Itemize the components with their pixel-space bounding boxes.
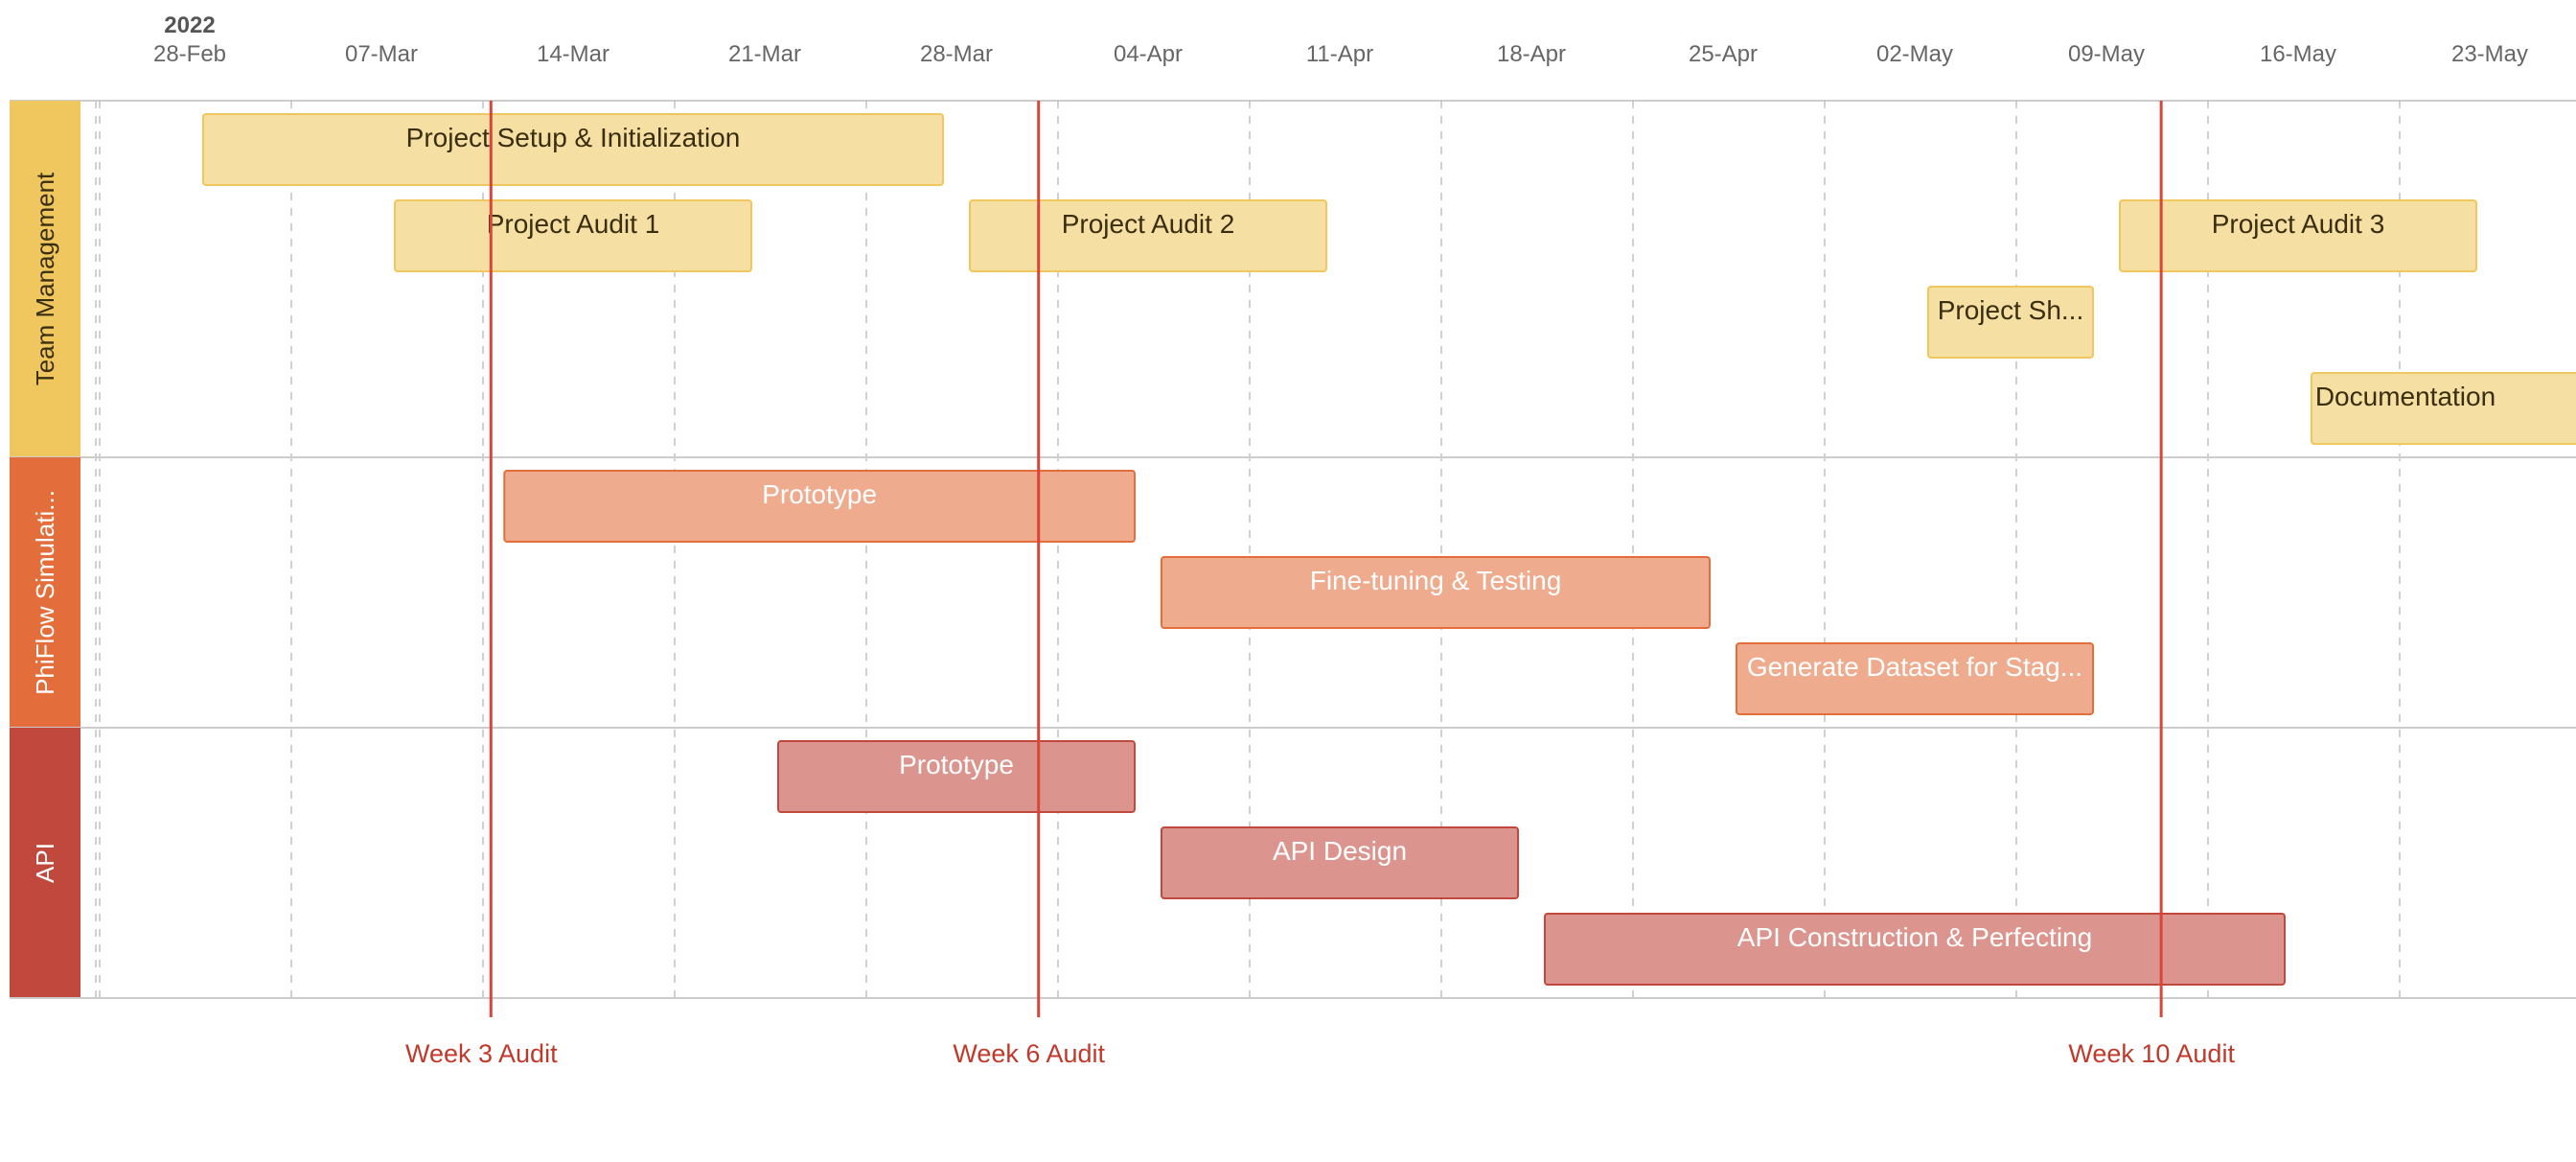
task-label: Documentation — [2315, 382, 2496, 411]
task-bar-rect[interactable] — [503, 470, 1136, 543]
milestones: Week 3 Audit Week 6 Audit Week 10 Audit — [405, 101, 2235, 1068]
task-label: Prototype — [899, 750, 1014, 779]
task-bar-rect[interactable] — [1161, 826, 1519, 899]
x-tick-label: 02-May — [1876, 41, 1953, 67]
task-label: Project Audit 2 — [1062, 209, 1235, 239]
group-label: PhiFlow Simulati... — [31, 490, 59, 695]
task-bar-rect[interactable] — [1927, 286, 2094, 359]
group-band — [10, 728, 80, 998]
task-bar-rect[interactable] — [777, 740, 1136, 813]
x-tick-label: 23-May — [2451, 41, 2528, 67]
task-bar[interactable]: Prototype — [503, 470, 1136, 543]
task-bar[interactable]: Project Setup & Initialization — [202, 113, 944, 186]
task-bar[interactable]: Generate Dataset for Stag... — [1736, 642, 2094, 715]
year-label: 2022 — [164, 12, 215, 38]
task-bar-rect[interactable] — [2119, 199, 2477, 272]
grid-layer — [95, 101, 2401, 998]
task-bars: Project Setup & Initialization Project Au… — [202, 113, 2576, 986]
task-bar-rect[interactable] — [2311, 372, 2576, 445]
task-label: Fine-tuning & Testing — [1310, 566, 1562, 595]
x-tick-label: 28-Feb — [153, 41, 226, 67]
task-bar[interactable]: Project Audit 1 — [394, 199, 752, 272]
task-bar[interactable]: Project Audit 3 — [2119, 199, 2477, 272]
x-tick-label: 07-Mar — [345, 41, 418, 67]
task-bar-rect[interactable] — [1544, 913, 2286, 986]
group-bands: Team Management PhiFlow Simulati... API — [10, 100, 2576, 999]
x-tick-label: 25-Apr — [1689, 41, 1758, 67]
group-band — [10, 457, 80, 728]
x-tick-label: 11-Apr — [1306, 41, 1373, 67]
task-label: Project Setup & Initialization — [406, 123, 741, 152]
milestone-label: Week 10 Audit — [2068, 1039, 2235, 1068]
task-label: Prototype — [762, 479, 877, 509]
group-band — [10, 101, 80, 457]
task-bar-rect[interactable] — [202, 113, 944, 186]
milestone-label: Week 3 Audit — [405, 1039, 558, 1068]
task-bar[interactable]: Prototype — [777, 740, 1136, 813]
task-label: Project Sh... — [1938, 295, 2084, 325]
task-label: Project Audit 3 — [2212, 209, 2385, 239]
task-label: Generate Dataset for Stag... — [1747, 652, 2082, 682]
task-bar-rect[interactable] — [969, 199, 1327, 272]
group-label: API — [31, 843, 59, 883]
task-bar-rect[interactable] — [394, 199, 752, 272]
time-axis: 2022 28-Feb 07-Mar 14-Mar 21-Mar 28-Mar 04-Ap… — [153, 12, 2528, 67]
milestone-label: Week 6 Audit — [953, 1039, 1105, 1068]
group-label: Team Management — [31, 172, 59, 385]
task-label: Project Audit 1 — [487, 209, 660, 239]
x-tick-label: 16-May — [2260, 41, 2336, 67]
task-bar-rect[interactable] — [1736, 642, 2094, 715]
task-bar[interactable]: Project Audit 2 — [969, 199, 1327, 272]
task-label: API Design — [1273, 836, 1407, 866]
x-tick-label: 18-Apr — [1497, 41, 1566, 67]
x-tick-label: 28-Mar — [920, 41, 993, 67]
task-bar[interactable]: API Design — [1161, 826, 1519, 899]
task-label: API Construction & Perfecting — [1737, 922, 2092, 952]
x-tick-label: 09-May — [2068, 41, 2145, 67]
task-bar[interactable]: Fine-tuning & Testing — [1161, 556, 1711, 629]
x-tick-label: 21-Mar — [728, 41, 801, 67]
task-bar[interactable]: Project Sh... — [1927, 286, 2094, 359]
x-tick-label: 04-Apr — [1114, 41, 1183, 67]
task-bar[interactable]: API Construction & Perfecting — [1544, 913, 2286, 986]
task-bar-rect[interactable] — [1161, 556, 1711, 629]
task-bar[interactable]: Documentation — [2311, 372, 2576, 445]
x-tick-label: 14-Mar — [537, 41, 610, 67]
